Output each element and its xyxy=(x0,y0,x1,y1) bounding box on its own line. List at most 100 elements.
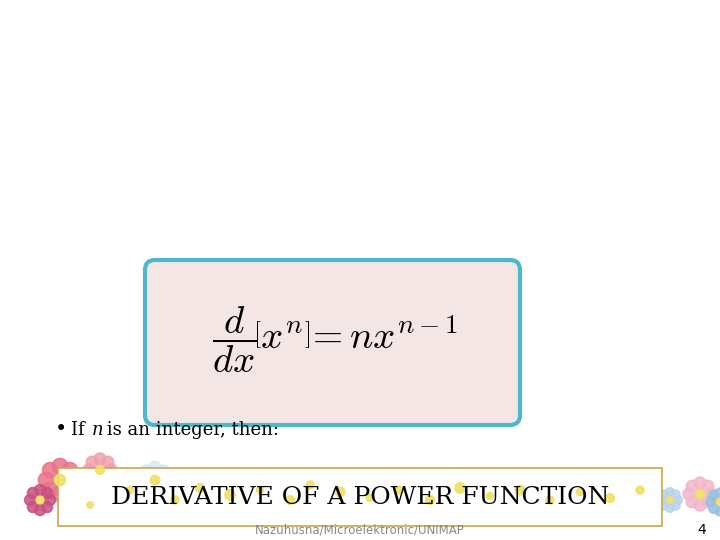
Circle shape xyxy=(426,496,434,504)
Circle shape xyxy=(53,487,68,502)
Circle shape xyxy=(176,488,188,498)
Circle shape xyxy=(366,495,374,502)
Circle shape xyxy=(255,476,265,486)
Circle shape xyxy=(584,487,594,497)
Circle shape xyxy=(42,482,58,497)
Text: 4: 4 xyxy=(697,523,706,537)
Circle shape xyxy=(455,483,465,493)
Circle shape xyxy=(490,483,500,493)
Circle shape xyxy=(27,488,38,498)
Circle shape xyxy=(86,472,98,484)
Circle shape xyxy=(248,478,258,489)
FancyBboxPatch shape xyxy=(145,260,520,425)
Circle shape xyxy=(715,488,720,498)
Circle shape xyxy=(53,458,68,474)
Ellipse shape xyxy=(441,503,459,517)
Circle shape xyxy=(624,484,636,496)
Circle shape xyxy=(665,504,675,512)
Circle shape xyxy=(62,462,78,478)
Circle shape xyxy=(94,453,106,465)
Circle shape xyxy=(575,496,585,506)
Circle shape xyxy=(708,491,719,501)
Circle shape xyxy=(157,465,170,478)
Circle shape xyxy=(346,485,359,498)
Circle shape xyxy=(516,485,525,495)
Circle shape xyxy=(194,493,206,505)
Circle shape xyxy=(45,495,55,505)
Circle shape xyxy=(513,495,526,509)
Circle shape xyxy=(246,485,256,495)
Circle shape xyxy=(171,496,179,504)
Circle shape xyxy=(453,468,467,482)
Circle shape xyxy=(544,484,556,496)
Circle shape xyxy=(513,471,526,484)
Circle shape xyxy=(694,499,706,511)
Circle shape xyxy=(273,494,285,506)
Circle shape xyxy=(81,494,91,503)
Circle shape xyxy=(432,486,444,498)
Circle shape xyxy=(606,494,614,502)
Circle shape xyxy=(87,502,93,508)
Circle shape xyxy=(179,495,191,505)
Circle shape xyxy=(62,482,78,497)
Circle shape xyxy=(642,477,652,488)
Circle shape xyxy=(102,456,114,468)
Circle shape xyxy=(552,488,562,498)
Circle shape xyxy=(294,480,305,490)
Circle shape xyxy=(157,482,170,495)
Circle shape xyxy=(96,465,104,475)
Circle shape xyxy=(186,490,198,502)
Circle shape xyxy=(89,494,99,503)
Circle shape xyxy=(35,504,45,516)
Circle shape xyxy=(395,475,405,485)
Circle shape xyxy=(402,477,413,488)
Circle shape xyxy=(356,493,366,503)
Circle shape xyxy=(125,494,135,504)
Circle shape xyxy=(134,485,144,495)
Circle shape xyxy=(694,477,706,489)
Circle shape xyxy=(706,497,716,507)
Circle shape xyxy=(223,501,237,515)
Circle shape xyxy=(440,481,454,495)
Circle shape xyxy=(598,502,611,514)
Circle shape xyxy=(102,472,114,484)
Circle shape xyxy=(66,472,81,488)
Circle shape xyxy=(127,487,134,494)
Circle shape xyxy=(534,495,546,505)
Circle shape xyxy=(683,488,695,500)
Circle shape xyxy=(205,482,217,494)
Circle shape xyxy=(660,501,669,510)
Circle shape xyxy=(413,494,425,506)
Circle shape xyxy=(686,480,698,492)
Circle shape xyxy=(552,502,562,512)
Circle shape xyxy=(81,508,91,516)
Circle shape xyxy=(94,475,106,487)
Circle shape xyxy=(598,482,611,495)
Circle shape xyxy=(405,484,415,496)
Circle shape xyxy=(255,494,265,504)
Text: DERIVATIVE OF A POWER FUNCTION: DERIVATIVE OF A POWER FUNCTION xyxy=(111,485,609,509)
Circle shape xyxy=(306,481,314,489)
Circle shape xyxy=(634,475,646,485)
Circle shape xyxy=(297,472,308,483)
Circle shape xyxy=(256,487,264,494)
Circle shape xyxy=(372,487,382,497)
Circle shape xyxy=(325,477,338,490)
Circle shape xyxy=(671,490,680,499)
Circle shape xyxy=(163,502,174,512)
Circle shape xyxy=(435,494,447,506)
Circle shape xyxy=(671,501,680,510)
Circle shape xyxy=(444,471,458,486)
Circle shape xyxy=(94,501,102,509)
Circle shape xyxy=(476,491,486,501)
Circle shape xyxy=(702,496,714,508)
Ellipse shape xyxy=(541,508,559,522)
Circle shape xyxy=(395,495,405,505)
Circle shape xyxy=(642,491,652,503)
Ellipse shape xyxy=(341,508,359,522)
Circle shape xyxy=(593,492,605,504)
Circle shape xyxy=(312,487,323,497)
Circle shape xyxy=(248,491,258,501)
Circle shape xyxy=(105,464,117,476)
Circle shape xyxy=(163,488,174,498)
